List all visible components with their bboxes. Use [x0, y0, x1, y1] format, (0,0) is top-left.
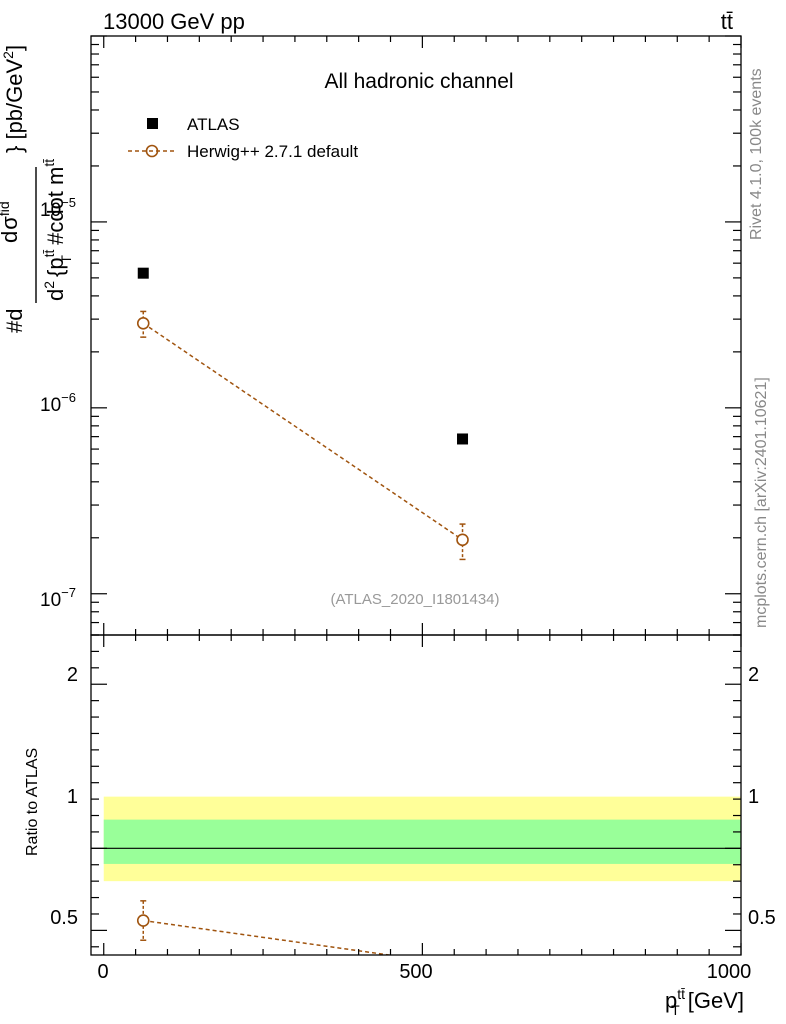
svg-text:} [pb/GeV2]: } [pb/GeV2]	[0, 45, 27, 153]
ratio-herwig-line	[143, 919, 395, 955]
legend-label-herwig: Herwig++ 2.7.1 default	[187, 142, 358, 161]
legend: ATLAS Herwig++ 2.7.1 default	[128, 115, 358, 161]
uncertainty-band-inner	[103, 819, 741, 864]
ylabel-unit: } [pb/GeV	[2, 58, 27, 153]
ylabel-unit-close: ]	[2, 45, 27, 51]
process-label: tt̄	[721, 9, 733, 34]
ylabel-denom-tt: tt̄	[41, 249, 57, 257]
herwig-point	[456, 533, 469, 547]
ylabel-denom-m-tt: tt̄	[41, 159, 57, 167]
analysis-tag: (ATLAS_2020_I1801434)	[330, 591, 499, 608]
rivet-label: Rivet 4.1.0, 100k events	[748, 68, 765, 240]
legend-label-atlas: ATLAS	[187, 115, 240, 134]
ylabel-denom-two: 2	[41, 281, 57, 289]
collision-label: 13000 GeV pp	[103, 9, 245, 34]
x-tick-label-0: 0	[97, 961, 108, 983]
atlas-point	[137, 267, 149, 279]
ratio-herwig-point	[136, 914, 150, 927]
y-axis-label: #d dσfid d2{ptt̄T #cdot mtt̄ } [pb/GeV2]	[0, 45, 74, 333]
main-panel	[136, 267, 469, 561]
ylabel-fid: fid	[0, 201, 12, 216]
chart-title: All hadronic channel	[324, 70, 513, 93]
ylabel-sigma: σ	[0, 216, 22, 230]
ratio-tick-label-0.5: 0.5	[50, 907, 78, 929]
y-tick-label-1e-6: 10−6	[40, 390, 76, 416]
herwig-line	[142, 322, 463, 541]
ratio-tick-label-right-1: 1	[748, 786, 759, 808]
ylabel-denom-p: {p	[43, 257, 68, 277]
mcplots-label: mcplots.cern.ch [arXiv:2401.10621]	[753, 377, 770, 628]
ylabel-denom-d: d	[43, 289, 68, 301]
x-axis-label: ptt̄ T [GeV]	[665, 986, 744, 1018]
svg-text:dσfid: dσfid	[0, 201, 22, 243]
ratio-tick-label-1: 1	[67, 786, 78, 808]
y-tick-label-1e-5: 10−5	[40, 195, 76, 221]
legend-marker-herwig	[145, 144, 159, 158]
herwig-point	[136, 316, 150, 330]
ylabel-prefix: #d	[2, 309, 27, 333]
x-tick-label-1000: 1000	[707, 961, 752, 983]
ylabel-denom-T: T	[58, 255, 74, 264]
ratio-panel-frame	[90, 634, 742, 956]
ylabel-denom-cdot: #cdot m	[43, 167, 68, 251]
ratio-y-axis-label: Ratio to ATLAS	[24, 748, 41, 856]
ratio-panel-ticks	[91, 634, 742, 955]
atlas-point	[457, 433, 469, 445]
ylabel-unit-two: 2	[0, 51, 16, 59]
ratio-tick-label-right-0.5: 0.5	[748, 907, 776, 929]
ratio-tick-label-right-2: 2	[748, 664, 759, 686]
main-panel-ticks	[91, 35, 742, 636]
legend-marker-atlas	[147, 118, 158, 129]
svg-text:d2{ptt̄T #cdot mtt̄: d2{ptt̄T #cdot mtt̄	[41, 159, 74, 301]
ratio-herwig-point	[457, 960, 468, 971]
ratio-series	[136, 900, 468, 971]
ratio-tick-label-2: 2	[67, 664, 78, 686]
x-tick-label-500: 500	[399, 961, 432, 983]
y-tick-label-1e-7: 10−7	[40, 585, 76, 611]
svg-text:#d: #d	[2, 309, 27, 333]
ylabel-numer-d: d	[0, 231, 22, 243]
ratio-panel	[91, 796, 741, 971]
